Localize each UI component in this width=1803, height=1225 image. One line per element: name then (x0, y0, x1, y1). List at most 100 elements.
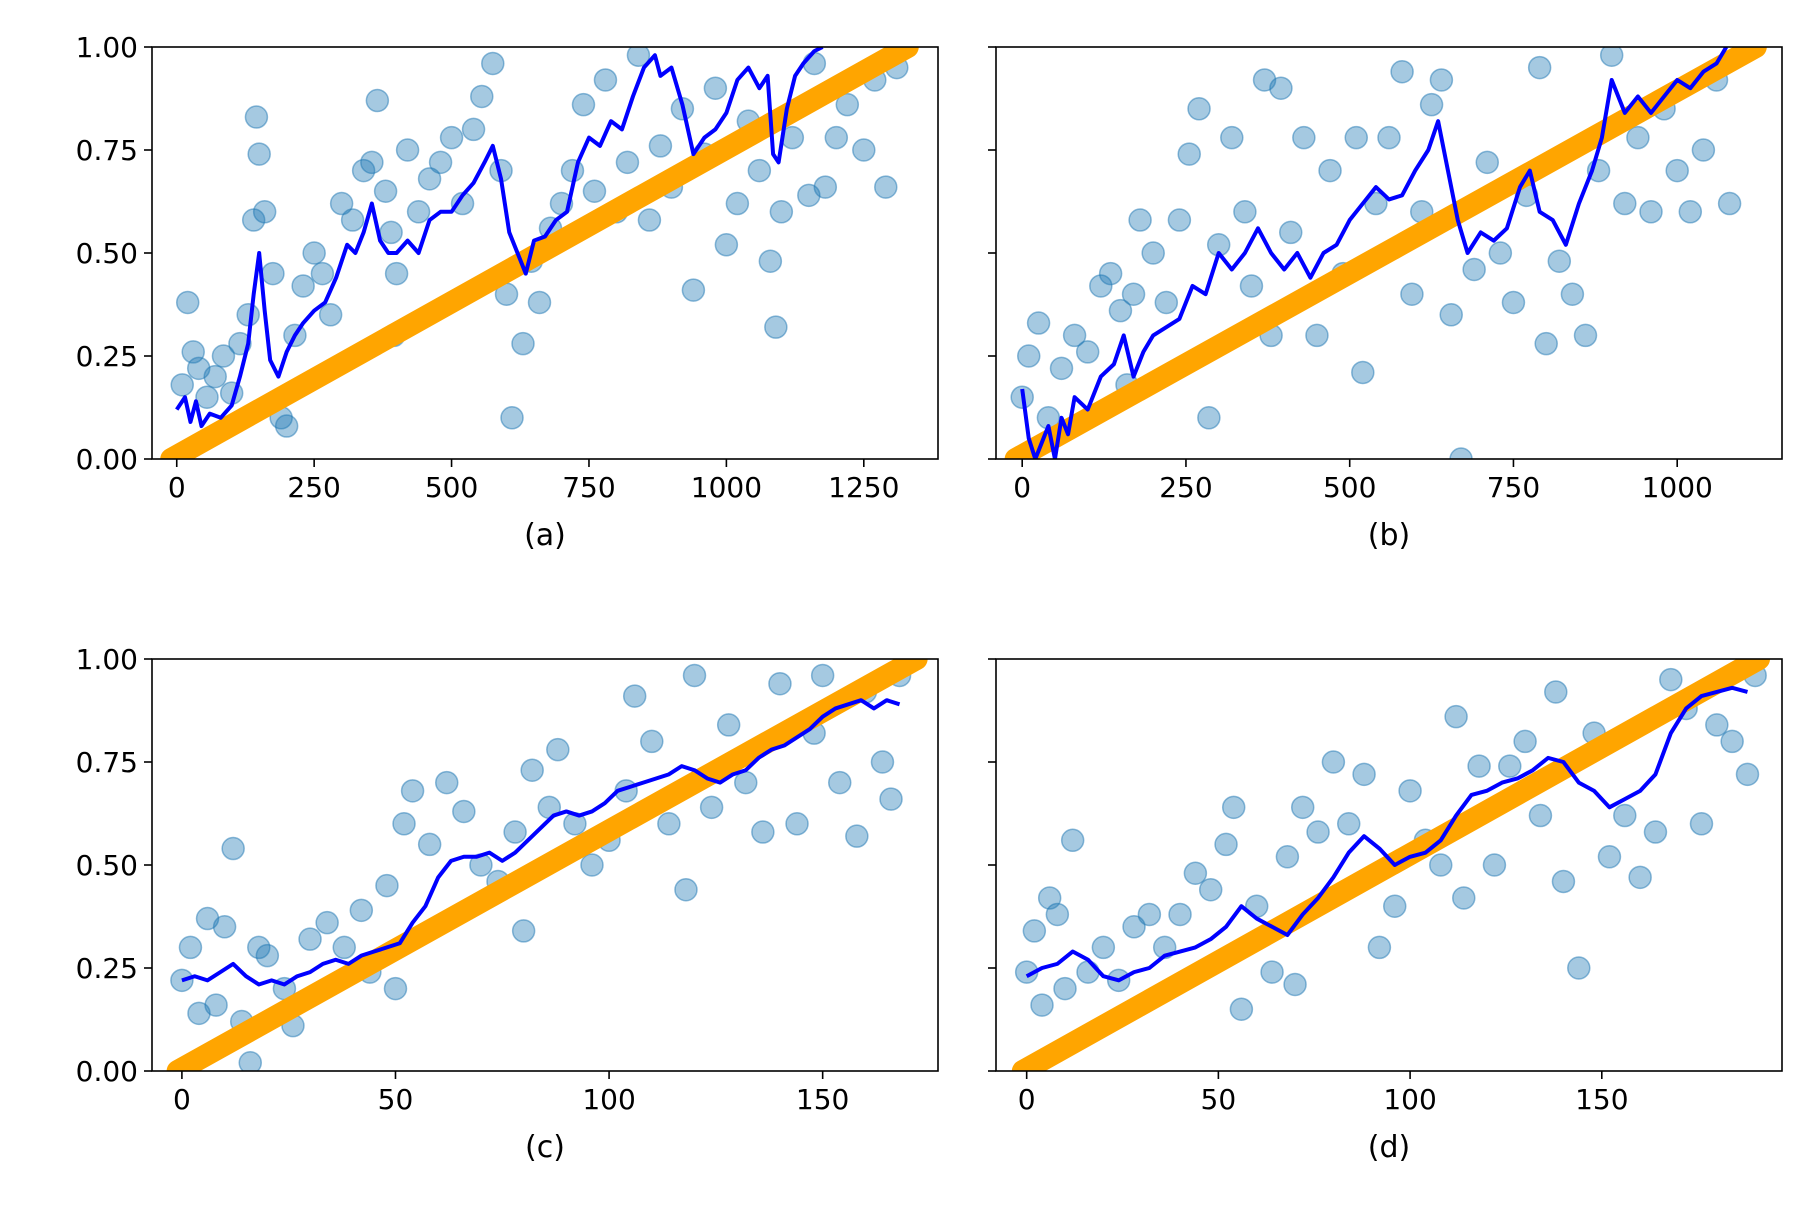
scatter-point (1544, 680, 1568, 704)
scatter-point (1187, 97, 1211, 121)
scatter-point (1567, 956, 1591, 980)
scatter-point (1482, 853, 1507, 877)
rolling-mean-line (175, 47, 824, 429)
subplot-b: 0 250 500 750 1000 (b) (988, 46, 1783, 553)
scatter-point (255, 943, 280, 968)
scatter-point (195, 906, 220, 931)
scatter-point (769, 200, 794, 224)
scatter-point (187, 1001, 211, 1026)
scatter-point (417, 832, 442, 857)
scatter-point (1429, 68, 1454, 92)
scatter-point (1398, 779, 1422, 803)
scatter-point (626, 47, 651, 67)
scatter-point (1597, 845, 1622, 869)
scatter-point (1306, 820, 1330, 844)
plot-area-a (160, 47, 919, 459)
scatter-point (238, 1051, 262, 1071)
scatter-point (1501, 290, 1526, 315)
rolling-mean-line (1020, 47, 1729, 459)
plot-area-c (166, 659, 928, 1071)
scatter-point (640, 729, 664, 754)
scatter-point (1221, 795, 1246, 820)
x-tick-label: 150 (1575, 1083, 1628, 1116)
subplot-a: 0 250 500 750 1000 1250 0.00 0.25 0.50 0.75 1.00 (a… (76, 31, 939, 553)
scatter-point (1383, 894, 1407, 918)
rolling-mean-line (181, 698, 901, 987)
x-tick-label: 0 (168, 471, 186, 504)
scatter-point (1449, 447, 1473, 459)
scatter-point (1462, 257, 1486, 282)
scatter-point (1122, 915, 1146, 939)
scatter-point (1098, 261, 1123, 286)
scatter-point (1336, 812, 1361, 836)
scatter-point (716, 713, 741, 737)
scatter-point (785, 812, 809, 836)
scatter-point (332, 935, 356, 960)
scatter-point (435, 770, 459, 795)
scatter-point (1678, 200, 1703, 224)
scatter-point (1075, 340, 1100, 364)
scatter-point (481, 51, 505, 76)
scatter-point (615, 150, 640, 175)
scatter-point (1026, 311, 1051, 335)
scatter-point (1022, 919, 1047, 943)
scatter-point (1613, 191, 1637, 216)
x-tick-label: 150 (796, 1083, 849, 1116)
scatter-point (810, 663, 835, 688)
scatter-point (1639, 200, 1663, 224)
scatter-point (674, 877, 698, 902)
scatter-point (461, 117, 486, 142)
scatter-point (593, 68, 618, 92)
scatter-point (310, 261, 335, 286)
scatter-point (417, 167, 442, 191)
scatter-point (1060, 828, 1085, 853)
scatter-point (1318, 158, 1342, 183)
x-tick-label: 100 (582, 1083, 635, 1116)
scatter-point (1599, 47, 1624, 67)
scatter-point (1062, 323, 1087, 348)
subplot-label-c: (c) (525, 1130, 565, 1165)
scatter-point (375, 873, 399, 898)
scatter-point (1154, 290, 1179, 315)
scatter-point (178, 935, 203, 960)
scatter-point (1720, 729, 1744, 754)
scatter-point (703, 76, 728, 100)
scatter-point (734, 770, 758, 795)
scatter-point (1439, 303, 1463, 327)
scatter-point (511, 331, 535, 356)
reference-diagonal (166, 659, 928, 1071)
scatter-point (261, 261, 285, 286)
y-tick-label: 0.00 (76, 1055, 138, 1088)
rolling-mean-line (1025, 685, 1749, 983)
scatter-point (349, 898, 374, 923)
scatter-point (1560, 282, 1585, 306)
scatter-point (1168, 902, 1192, 927)
scatter-point (1292, 125, 1316, 150)
scatter-point (699, 795, 724, 820)
y-tick-label: 0.50 (76, 237, 138, 270)
scatter-point (637, 208, 662, 232)
scatter-point (824, 125, 849, 150)
scatter-point (657, 812, 681, 836)
x-tick-label: 0 (1018, 1083, 1036, 1116)
scatter-point (252, 200, 277, 224)
scatter-point (511, 919, 536, 943)
scatter-point (452, 799, 476, 824)
scatter-point (1141, 241, 1165, 265)
scatter-point (503, 820, 527, 844)
scatter-point (1233, 200, 1257, 224)
x-tick-label: 1000 (1642, 471, 1713, 504)
x-tick-label: 100 (1383, 1083, 1436, 1116)
scatter-point (395, 138, 420, 162)
y-tick-label: 0.50 (76, 849, 138, 882)
scatter-point (682, 663, 707, 688)
scatter-point (1400, 282, 1424, 306)
scatter-point (1137, 902, 1162, 927)
scatter-point (1467, 754, 1491, 778)
scatter-point (211, 344, 236, 368)
scatter-point (835, 92, 860, 117)
scatter-point (1214, 832, 1238, 857)
scatter-point (813, 175, 838, 199)
x-tick-label: 0 (173, 1083, 191, 1116)
scatter-point (828, 770, 852, 795)
